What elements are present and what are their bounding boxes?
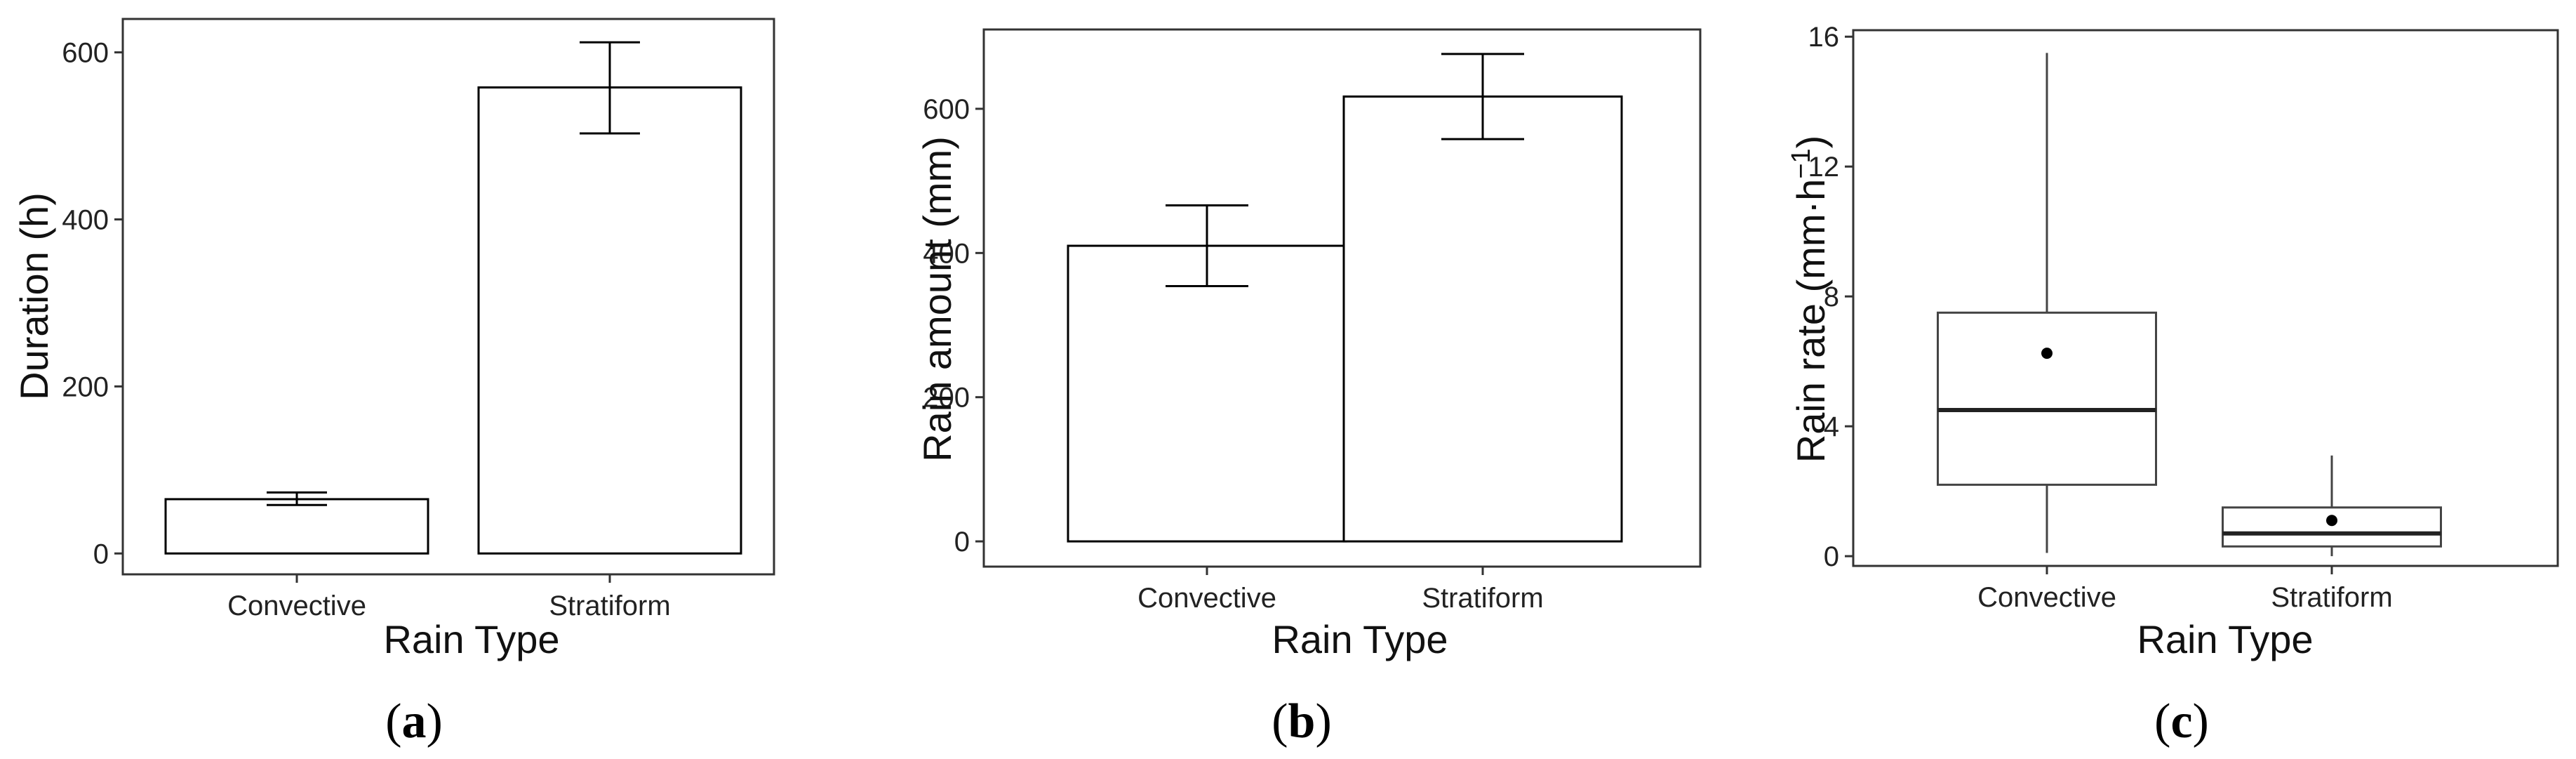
plot-frame [121,18,775,576]
panel-label-part: ) [427,694,443,748]
y-axis-title-superscript: −1 [1787,148,1816,178]
panel-label-part: c [2170,694,2192,748]
plot-frame [1852,29,2559,567]
panel-label-part: a [402,694,427,748]
box-convective [1937,311,2157,486]
panel-label-part: ) [1315,694,1331,748]
y-axis-title: Duration (h) [12,192,56,400]
x-axis-title: Rain Type [1272,617,1448,661]
x-tick-label: Stratiform [1422,583,1543,614]
y-tick-label: 400 [923,238,970,269]
panel-label: (a) [385,694,443,748]
bar-convective [164,498,429,555]
y-tick-label: 0 [1824,541,1839,572]
box-stratiform [2222,506,2442,548]
y-tick-label: 4 [1824,411,1839,442]
mean-point-convective [2041,348,2053,359]
plot-frame [982,28,1702,568]
y-tick-label: 8 [1824,282,1839,312]
panel-label: (b) [1272,694,1332,748]
x-tick-label: Convective [1137,583,1276,614]
panel-label-part: ) [2193,694,2209,748]
y-tick-label: 12 [1808,152,1840,183]
panel-label-part: ( [2154,694,2170,748]
y-axis-title-end: ) [1789,136,1833,149]
chart-panel-c: 0 4 8 12 16 Convective Stratiform Rain Type Rain… [1787,22,2559,748]
y-tick-label: 600 [923,94,970,125]
y-axis-title: Rain rate (mm·h−1) [1787,136,1833,463]
y-tick-label: 200 [62,371,109,402]
panel-label: (c) [2154,694,2209,748]
bar-stratiform [1342,95,1623,543]
y-tick-label: 0 [93,539,109,569]
panel-label-part: ( [1272,694,1288,748]
y-axis-title: Rain amount (mm) [915,136,959,462]
x-tick-label: Stratiform [549,590,670,621]
x-tick-label: Stratiform [2271,582,2392,613]
y-tick-label: 400 [62,204,109,235]
bar-convective [1067,244,1347,543]
bar-stratiform [477,86,742,555]
x-tick-label: Convective [227,590,366,621]
y-tick-label: 0 [954,527,970,557]
y-tick-label: 600 [62,38,109,69]
panel-label-part: ( [385,694,401,748]
x-axis-title: Rain Type [383,617,559,661]
mean-point-stratiform [2326,515,2337,527]
x-axis-title: Rain Type [2137,617,2313,661]
x-tick-label: Convective [1977,582,2116,613]
panel-label-part: b [1288,694,1316,748]
y-tick-label: 16 [1808,22,1840,53]
y-tick-label: 200 [923,383,970,414]
